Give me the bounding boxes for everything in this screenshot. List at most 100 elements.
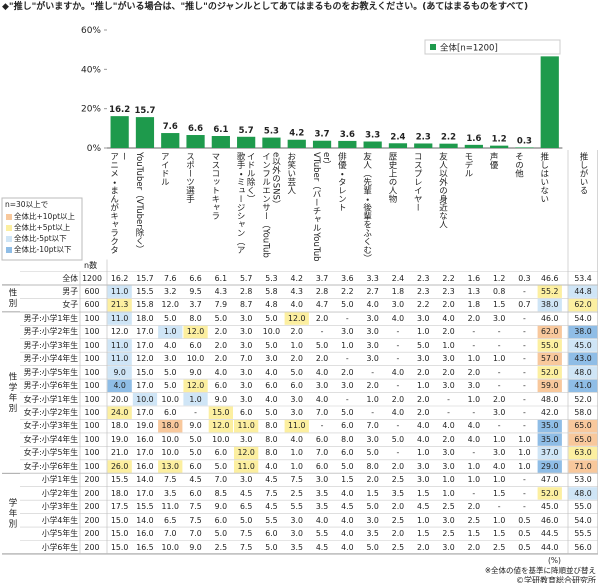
cell-value: 0.7 (518, 300, 531, 310)
y-tick-label: 60% (81, 26, 101, 36)
cell-value: 2.0 (315, 354, 329, 364)
cell-value: 3.0 (442, 461, 455, 471)
cell-value: 6.0 (265, 529, 278, 539)
cell-value: 2.0 (417, 394, 430, 404)
cell-value: 48.0 (541, 394, 559, 404)
cell-highlight (107, 460, 132, 473)
cell-value: - (396, 421, 400, 431)
cell-value: 3.0 (239, 394, 253, 404)
cell-value: - (523, 488, 526, 498)
row-label: 男子:小学6年生 (23, 381, 78, 391)
cell-value: 7.5 (239, 542, 253, 552)
unit-label: (%) (548, 555, 561, 565)
value-label: 16.2 (109, 105, 130, 115)
category-label: YouTuber（VTuber除く） (133, 152, 144, 254)
legend-swatch (430, 44, 436, 50)
cell-value: 3.6 (341, 273, 354, 283)
category-label: コスプレイヤー (412, 152, 423, 212)
cell-value: 7.5 (164, 475, 177, 485)
cell-value: 6.1 (214, 273, 228, 283)
cell-value: 3.0 (239, 434, 253, 444)
cell-value: 6.0 (315, 461, 329, 471)
cell-value: - (472, 340, 476, 350)
cell-value: 1.8 (467, 300, 481, 310)
row-label: 女子 (62, 300, 78, 310)
cell-value: 15.0 (136, 367, 154, 377)
cell-value: - (523, 502, 526, 512)
bar (515, 147, 534, 148)
cell-value: - (523, 394, 526, 404)
cell-value: 15.5 (136, 502, 154, 512)
legend-label: 全体[n=1200] (440, 43, 498, 54)
cell-highlight (107, 406, 132, 419)
n-header: n数 (84, 260, 98, 270)
cell-value: 8.0 (341, 434, 354, 444)
cell-value: 35.0 (541, 421, 559, 431)
cell-value: - (194, 408, 197, 417)
cell-value: - (447, 394, 450, 404)
group-label: 学年別 (7, 497, 17, 530)
cell-highlight (568, 433, 598, 446)
row-n: 100 (84, 461, 100, 471)
cell-value: 4.5 (239, 488, 253, 498)
cell-value: 1.0 (467, 461, 481, 471)
cell-value: 5.0 (189, 434, 202, 444)
cell-highlight (234, 446, 259, 460)
category-label: 友人以外の身近な人 (437, 152, 448, 229)
cell-highlight (183, 379, 208, 393)
cell-value: 3.0 (239, 313, 253, 323)
cell-value: 42.0 (541, 408, 559, 417)
cell-value: 2.0 (417, 367, 430, 377)
cell-value: 15.0 (212, 408, 230, 417)
cell-value: 8.0 (265, 448, 278, 458)
cell-value: 59.0 (541, 381, 559, 391)
cell-value: 11.0 (237, 421, 255, 431)
cell-value: 7.6 (164, 273, 177, 283)
cell-value: 3.0 (239, 340, 253, 350)
cell-value: - (345, 394, 349, 404)
cell-value: 2.3 (442, 286, 455, 296)
cell-value: 5.5 (265, 515, 278, 525)
cell-value: 5.0 (265, 340, 278, 350)
group-label: 性学年別 (7, 371, 17, 414)
cell-extra: 71.0 (574, 461, 592, 471)
cell-value: 3.0 (366, 515, 379, 525)
cell-value: 5.0 (366, 448, 379, 458)
row-n: 200 (84, 502, 100, 512)
cell-value: 6.0 (189, 488, 202, 498)
bar (414, 143, 433, 148)
cell-value: 19.0 (136, 421, 154, 431)
cell-value: 3.3 (366, 273, 379, 283)
cell-value: - (523, 421, 526, 431)
row-label: 男子:小学1年生 (23, 313, 78, 323)
cell-value: 18.0 (161, 421, 179, 431)
cell-value: 11.0 (110, 354, 129, 364)
cell-value: 55.2 (541, 286, 559, 296)
cell-value: 4.0 (341, 542, 354, 552)
cell-value: 7.0 (214, 475, 228, 485)
cell-value: 1.0 (417, 381, 430, 391)
cell-value: 6.0 (290, 381, 303, 391)
value-label: 2.2 (441, 133, 456, 143)
row-n: 100 (84, 354, 100, 364)
cell-value: 2.0 (417, 408, 430, 417)
cell-value: 2.5 (467, 515, 481, 525)
bar (363, 141, 382, 148)
cell-value: 4.0 (341, 488, 354, 498)
value-label: 4.2 (289, 129, 304, 139)
cell-extra: 54.0 (574, 313, 592, 323)
cell-value: 37.0 (541, 448, 559, 458)
cell-highlight (537, 419, 562, 433)
cell-value: 46.0 (541, 515, 559, 525)
cell-value: 1.0 (164, 327, 177, 337)
cell-value: 5.8 (265, 286, 278, 296)
cell-value: 3.0 (492, 313, 506, 323)
cell-value: 12.0 (186, 327, 205, 337)
cell-value: 2.0 (467, 313, 481, 323)
cell-value: - (523, 367, 526, 377)
cell-value: 3.0 (442, 448, 455, 458)
cell-value: 0.5 (518, 542, 531, 552)
category-label: インフルエンサー（YouTube以外のSNS） (260, 152, 281, 258)
bar (110, 116, 129, 148)
row-label: 小学2年生 (41, 488, 78, 498)
